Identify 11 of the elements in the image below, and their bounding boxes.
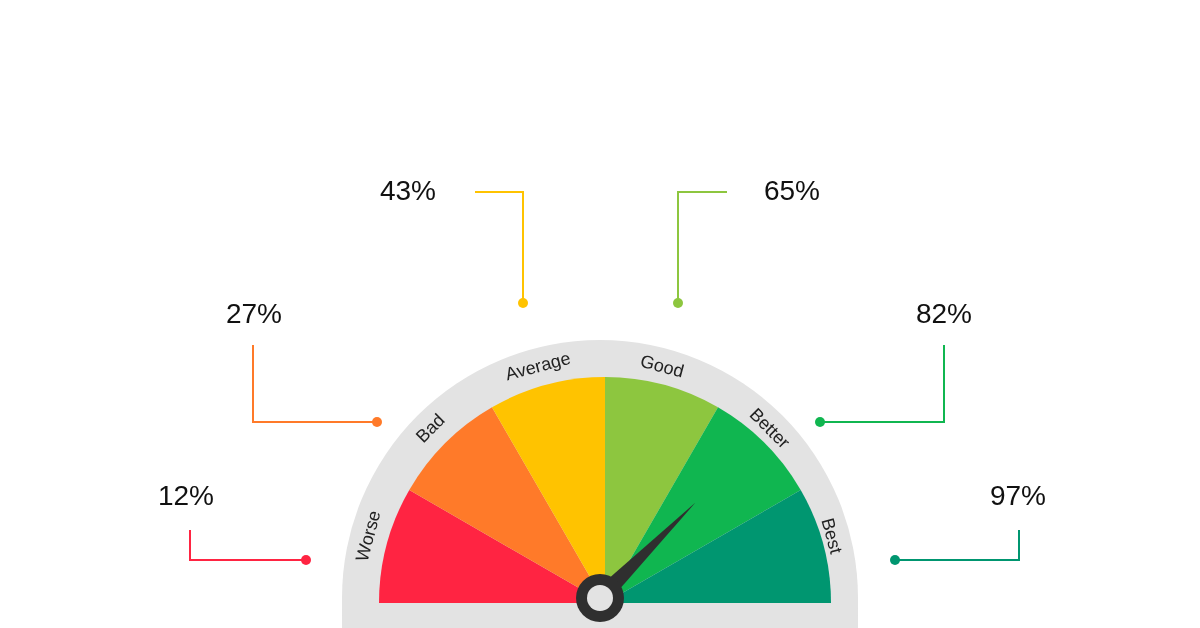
legend-label: Bad: [411, 409, 449, 447]
slice-label: Worse: [351, 508, 385, 564]
text: 43%: [379, 174, 437, 206]
text: 97%: [989, 479, 1047, 511]
text: 27%: [225, 297, 283, 329]
slice-label: Average: [503, 347, 573, 385]
slice-label: Best: [817, 515, 847, 556]
text: 12%: [157, 479, 215, 511]
text: 65%: [763, 174, 821, 206]
text: 82%: [915, 297, 973, 329]
slice-label: Good: [638, 350, 686, 382]
